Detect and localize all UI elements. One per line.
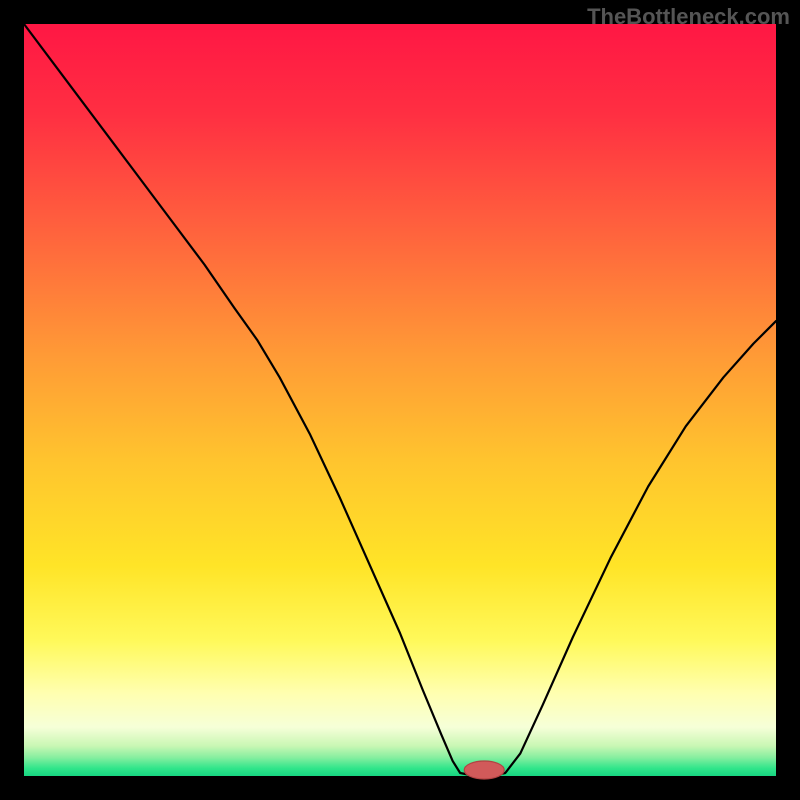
optimal-marker — [464, 761, 504, 779]
gradient-background — [24, 24, 776, 776]
bottleneck-gradient-chart — [0, 0, 800, 800]
watermark-text: TheBottleneck.com — [587, 4, 790, 30]
chart-frame: TheBottleneck.com — [0, 0, 800, 800]
